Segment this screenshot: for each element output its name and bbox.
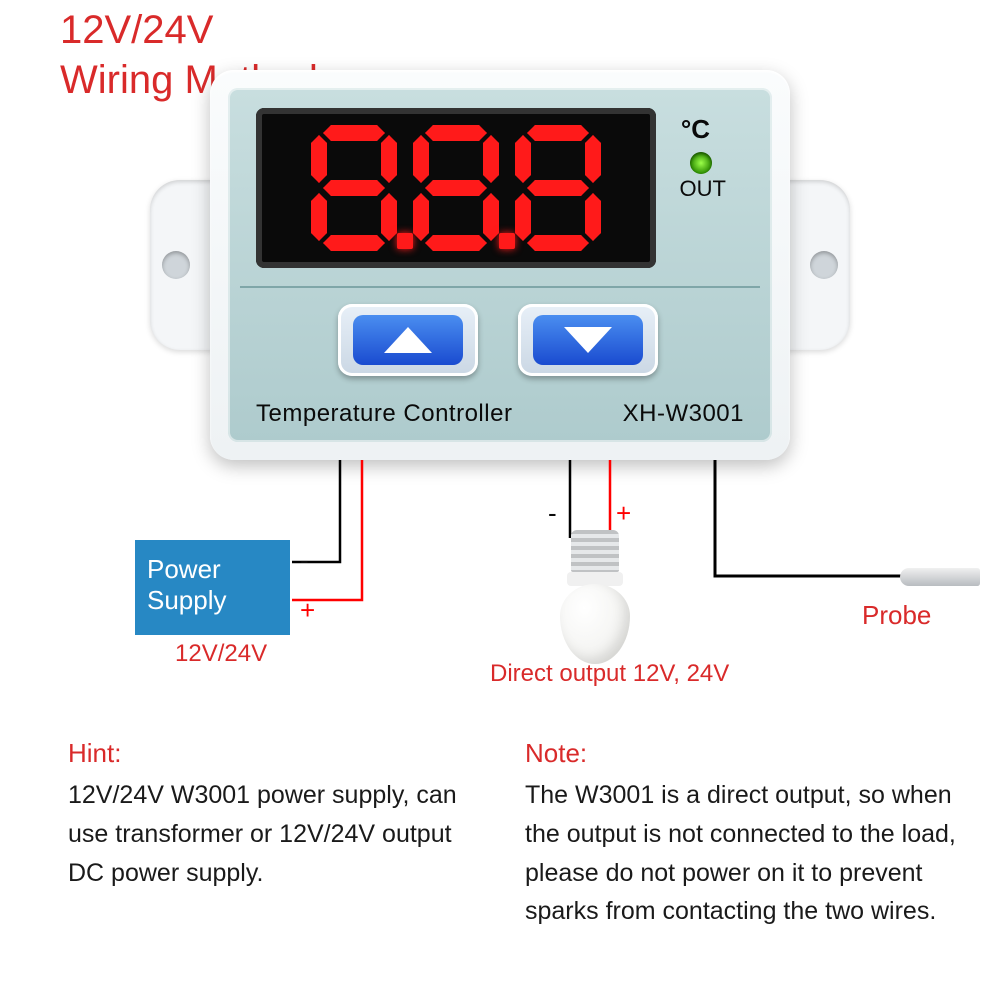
power-supply-box: Power Supply: [135, 540, 290, 635]
note-body: The W3001 is a direct output, so when th…: [525, 776, 975, 931]
power-minus: -: [300, 545, 309, 576]
up-icon: [384, 327, 432, 353]
hint-title: Hint:: [68, 738, 121, 769]
model-text: XH-W3001: [623, 400, 744, 428]
up-button[interactable]: [338, 304, 478, 376]
lcd-display: [256, 108, 656, 268]
power-voltage-label: 12V/24V: [175, 640, 267, 668]
probe-icon: [900, 568, 980, 586]
hint-body: 12V/24V W3001 power supply, can use tran…: [68, 776, 488, 892]
power-plus: +: [300, 595, 315, 626]
output-plus: +: [616, 498, 631, 529]
device: °C OUT Temperature Controller XH-W3001: [210, 70, 790, 460]
out-label: OUT: [680, 176, 726, 202]
probe-label: Probe: [862, 600, 931, 631]
down-icon: [564, 327, 612, 353]
controller-text: Temperature Controller: [256, 400, 512, 428]
note-title: Note:: [525, 738, 587, 769]
direct-output-label: Direct output 12V, 24V: [490, 660, 729, 688]
title-voltage: 12V/24V: [60, 8, 213, 53]
output-minus: -: [548, 498, 557, 529]
bulb-icon: [560, 530, 630, 660]
out-led: [690, 152, 712, 174]
down-button[interactable]: [518, 304, 658, 376]
celsius-label: °C: [681, 114, 710, 145]
panel-divider: [240, 286, 760, 288]
